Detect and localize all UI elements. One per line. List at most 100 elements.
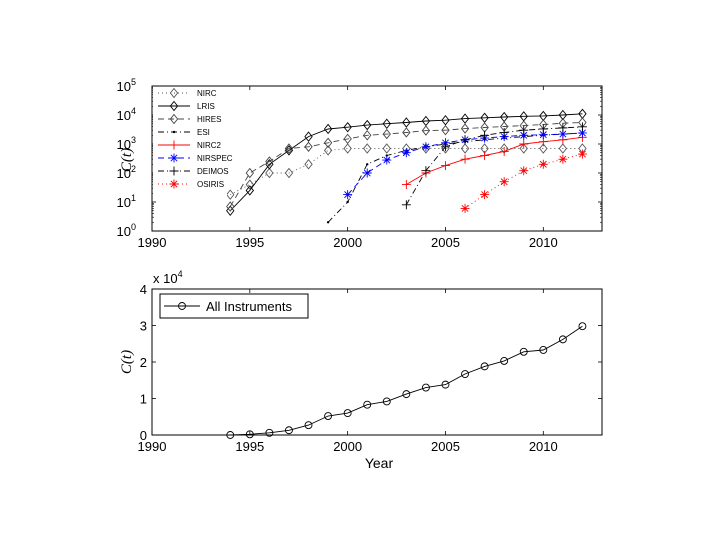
bottom-x-tick-label-1990: 1990 [138, 439, 167, 454]
point-all-instruments [421, 383, 430, 392]
legend-item-all-instruments: All Instruments [164, 299, 292, 314]
point-lris [363, 119, 372, 131]
bottom-y-tick-label-3: 3 [140, 319, 147, 334]
legend-item-deimos: DEIMOS [158, 166, 229, 176]
top-x-tick-label-2005: 2005 [431, 235, 460, 250]
point-all-instruments [382, 397, 391, 406]
legend-marker-deimos [169, 166, 179, 176]
bottom-y-axis-label: C(t) [119, 350, 135, 374]
point-nirc [382, 143, 391, 154]
point-lris [460, 113, 470, 124]
point-all-instruments [402, 390, 411, 399]
point-nirc [363, 143, 372, 154]
point-nirspec [519, 130, 529, 140]
point-osiris [538, 159, 548, 169]
point-osiris [558, 154, 568, 164]
legend-item-nirc: NIRC [158, 87, 217, 99]
legend-marker-hires [169, 113, 179, 125]
point-osiris [480, 190, 490, 200]
point-nirc [226, 189, 235, 200]
series-all-instruments [226, 322, 587, 439]
top-legend: NIRC LRIS HIRES ESI NIRC2 NIRSPEC DEIMOS OSIRIS [153, 87, 233, 197]
point-nirc [304, 159, 313, 170]
point-nirc [343, 143, 352, 154]
point-all-instruments [324, 412, 333, 420]
series-esi [326, 131, 584, 224]
point-hires [304, 141, 313, 153]
point-nirc [284, 167, 294, 179]
bottom-y-tick-label-4: 4 [140, 282, 147, 297]
series-line-nirc [230, 148, 583, 195]
point-lris [226, 205, 235, 216]
bottom-series-group [226, 322, 587, 439]
bottom-axis-ticks [151, 288, 602, 436]
point-deimos [460, 135, 470, 145]
legend-label-nirspec: NIRSPEC [197, 154, 233, 163]
point-nirspec [401, 148, 411, 158]
point-nirc2 [401, 180, 411, 190]
point-nirspec [421, 142, 431, 152]
top-y-tick-label-0: 100 [117, 222, 136, 239]
point-deimos [499, 127, 509, 137]
top-y-tick-label-4: 104 [117, 106, 136, 123]
point-deimos [558, 123, 568, 133]
point-lris [382, 118, 391, 129]
point-nirc [460, 143, 470, 154]
bottom-x-tick-label-2005: 2005 [431, 439, 460, 454]
legend-item-osiris: OSIRIS [158, 179, 224, 189]
point-all-instruments [441, 380, 450, 389]
point-hires [284, 143, 294, 154]
point-deimos [440, 142, 450, 152]
legend-label-all-instruments: All Instruments [206, 299, 292, 314]
point-all-instruments [558, 335, 567, 344]
point-deimos [480, 130, 490, 140]
series-nirc2 [401, 132, 587, 190]
point-all-instruments [480, 362, 489, 371]
point-all-instruments [304, 421, 313, 430]
point-nirc [558, 143, 568, 154]
point-nirc [265, 167, 274, 179]
bottom-x-tick-label-2000: 2000 [333, 439, 362, 454]
top-y-tick-exponent-5: 5 [131, 77, 136, 87]
series-line-lris [229, 113, 583, 212]
top-y-axis-label: C(t) [119, 148, 135, 172]
point-all-instruments [539, 346, 548, 354]
point-all-instruments [363, 400, 372, 409]
top-x-tick-labels: 1990 1995 2000 2005 2010 [138, 235, 558, 250]
legend-marker-lris [169, 100, 179, 112]
legend-item-nirc2: NIRC2 [158, 140, 222, 150]
point-lris [284, 145, 294, 156]
point-hires [382, 128, 391, 140]
legend-label-nirc: NIRC [197, 89, 217, 98]
point-nirspec [558, 129, 568, 139]
legend-marker-nirc [169, 87, 179, 99]
top-y-tick-exponent-2: 2 [131, 164, 136, 174]
bottom-y-tick-label-1: 1 [140, 392, 147, 407]
point-all-instruments [226, 431, 235, 439]
legend-label-osiris: OSIRIS [197, 180, 224, 189]
point-lris [245, 185, 255, 196]
point-nirc2 [519, 139, 529, 149]
top-series-group [226, 108, 587, 224]
y-multiplier-exponent: 4 [178, 269, 183, 279]
top-y-tick-exponent-4: 4 [131, 106, 136, 116]
point-deimos [421, 166, 431, 176]
series-line-hires [229, 122, 583, 207]
point-nirc [323, 145, 333, 156]
point-hires [245, 167, 255, 179]
point-esi [346, 200, 349, 204]
legend-item-lris: LRIS [158, 100, 215, 112]
bottom-x-tick-label-1995: 1995 [235, 439, 264, 454]
point-lris [323, 123, 333, 135]
point-osiris [519, 166, 529, 176]
point-deimos [577, 122, 587, 132]
point-nirc [519, 143, 528, 154]
point-nirspec [343, 190, 353, 200]
point-osiris [460, 203, 470, 213]
point-deimos [401, 200, 411, 210]
top-legend-box [153, 87, 227, 197]
point-hires [343, 133, 352, 145]
